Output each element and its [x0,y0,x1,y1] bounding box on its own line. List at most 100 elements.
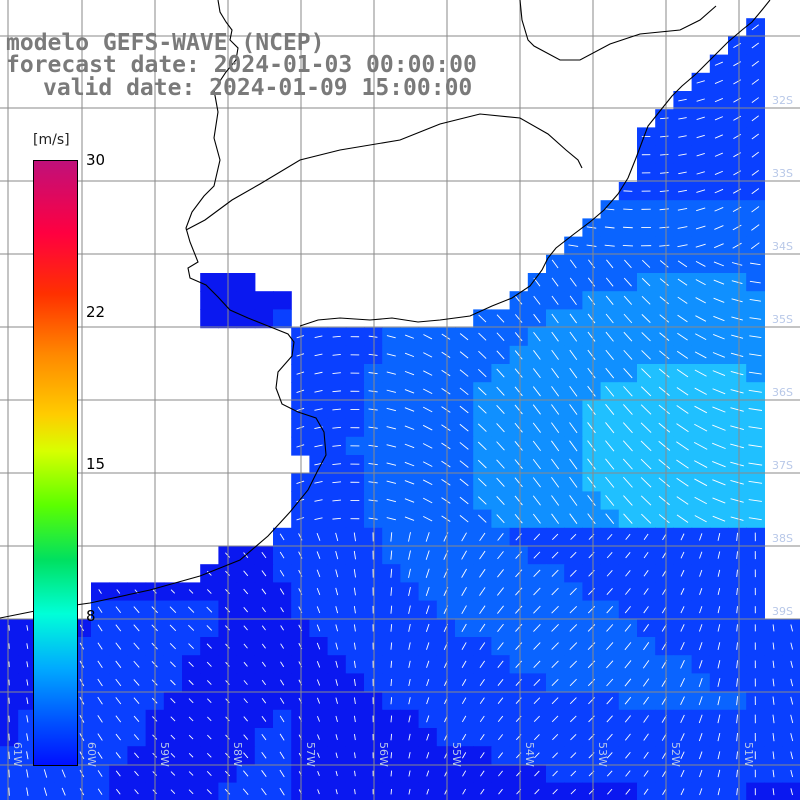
wind-arrow [624,733,631,741]
wind-arrow [314,444,323,448]
wind-arrow [170,752,176,758]
wind-arrow [497,697,504,704]
ocean-cell [127,782,147,800]
wind-arrow [552,734,559,741]
wind-arrow [425,605,430,615]
wind-arrow [533,295,541,305]
wind-arrow [533,642,541,650]
wind-arrow [750,242,760,250]
wind-arrow [569,422,578,434]
wind-arrow [622,458,633,470]
wind-arrow [640,422,652,433]
wind-arrow [717,587,721,596]
wind-arrow [659,226,670,229]
wind-arrow [730,425,744,430]
wind-arrow [187,606,195,613]
wind-arrow [772,642,775,650]
wind-arrow [587,277,596,287]
longitude-label: 52W [669,742,682,767]
wind-arrow [569,331,578,342]
wind-arrow [570,752,577,759]
wind-arrow [461,697,467,705]
wind-arrow [605,422,615,434]
wind-arrow [587,513,596,525]
wind-arrow [751,24,759,31]
ocean-cell [273,782,292,800]
wind-arrow [317,734,320,740]
wind-arrow [717,769,721,778]
wind-arrow [604,244,615,247]
wind-arrow [514,404,523,415]
wind-arrow [587,606,596,614]
ocean-cell [236,782,256,800]
wind-arrow [569,367,578,379]
wind-arrow [623,295,633,305]
wind-arrow [390,624,393,632]
wind-arrow [426,697,430,705]
wind-arrow [696,116,705,120]
wind-arrow [623,495,633,506]
wind-arrow [624,259,632,269]
wind-arrow [658,459,671,470]
wind-arrow [569,440,578,452]
wind-arrow [368,481,378,484]
wind-arrow [279,751,285,759]
ocean-cell [200,273,219,292]
colorbar-tick-22: 22 [86,303,106,321]
wind-arrow [423,334,433,340]
wind-arrow [659,190,669,192]
ocean-cell [200,309,219,329]
wind-arrow [751,42,759,49]
wind-arrow [335,789,338,795]
wind-arrow [678,189,687,193]
wind-arrow [532,386,541,397]
wind-arrow [680,660,685,669]
wind-arrow [717,551,721,559]
wind-arrow [678,117,687,120]
wind-arrow [459,496,469,505]
wind-arrow [335,679,338,686]
wind-arrow [462,788,467,795]
longitude-label: 56W [377,742,390,767]
wind-arrow [568,244,579,247]
wind-arrow [551,404,560,415]
wind-arrow [732,206,742,213]
wind-arrow [623,277,632,287]
wind-arrow [712,460,726,468]
wind-arrow [26,733,29,741]
wind-arrow [731,262,743,266]
wind-arrow [461,568,467,578]
wind-arrow [699,569,703,577]
wind-arrow [622,440,633,452]
longitude-label: 55W [450,742,463,767]
wind-arrow [736,751,738,760]
wind-arrow [658,386,670,396]
wind-arrow [605,331,614,342]
wind-arrow [390,568,393,578]
wind-arrow [404,480,415,485]
wind-arrow [133,679,140,686]
wind-arrow [459,515,469,523]
latitude-label: 33S [772,167,793,180]
wind-arrow [712,515,726,522]
wind-arrow [368,408,378,411]
wind-arrow [279,551,285,559]
wind-arrow [462,770,467,777]
longitude-labels: 61W 60W 59W 58W 57W 56W 55W 54W 53W 52W 51W [11,742,755,767]
wind-arrow [772,696,775,705]
wind-arrow [532,440,541,452]
wind-arrow [623,313,633,324]
wind-arrow [261,752,267,759]
wind-arrow [207,734,212,740]
wind-arrow [736,642,738,650]
wind-arrow [790,678,794,687]
wind-arrow [642,678,650,687]
wind-arrow [280,607,284,613]
wind-arrow [425,550,430,560]
wind-arrow [660,172,669,174]
wind-arrow [26,769,29,778]
wind-arrow [551,660,559,668]
wind-arrow [736,714,739,724]
wind-arrow [680,588,685,595]
latitude-label: 39S [772,605,793,618]
